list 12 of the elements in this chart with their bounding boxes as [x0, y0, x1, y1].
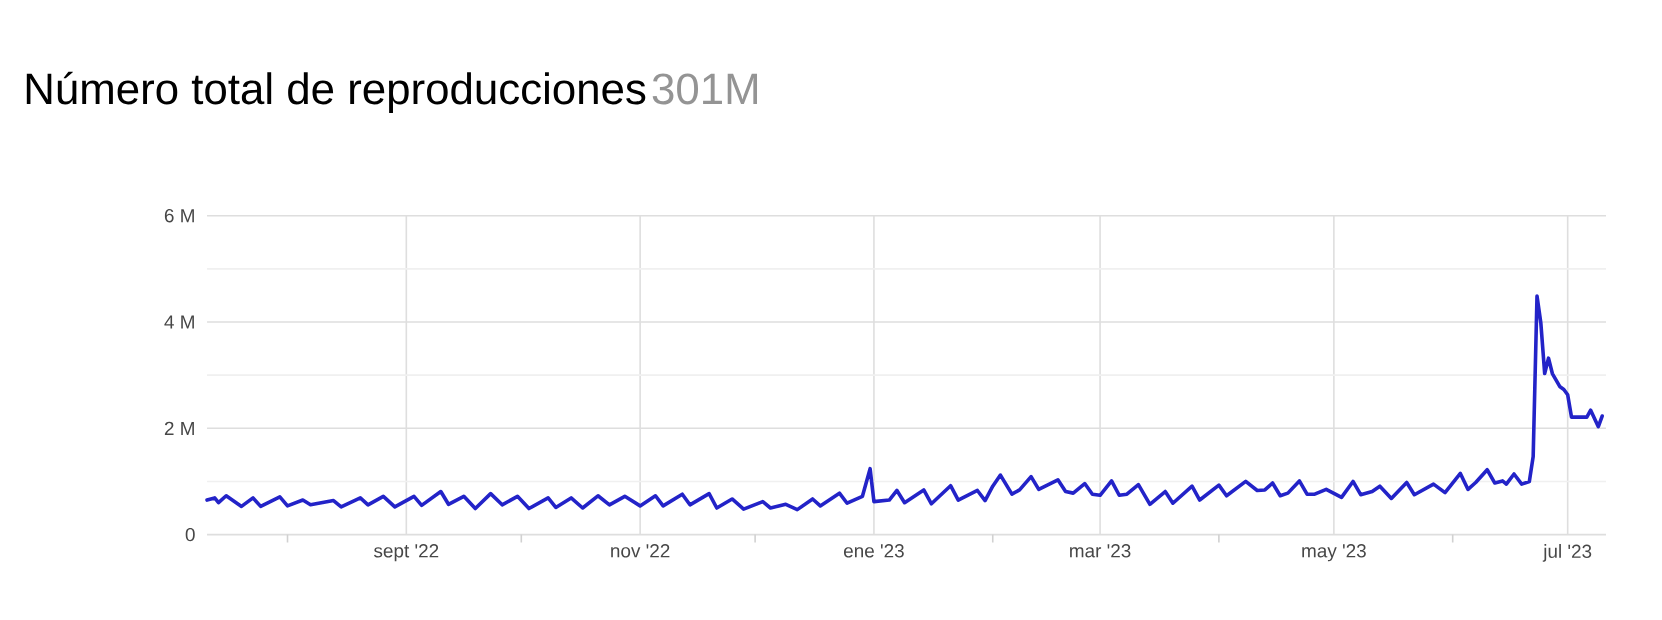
y-tick-label: 4 M	[164, 315, 194, 329]
y-tick-label: 2 M	[164, 421, 194, 435]
y-tick-label: 0	[185, 527, 195, 542]
chart-title: Número total de reproducciones	[26, 71, 646, 114]
y-tick-label: 6 M	[164, 208, 194, 223]
x-tick-label: sept '22	[374, 544, 439, 562]
x-tick-label: ene '23	[843, 544, 904, 558]
x-tick-label: jul '23	[1542, 544, 1592, 562]
chart-subtitle: 301M	[652, 73, 758, 105]
x-tick-label: mar '23	[1070, 544, 1131, 558]
x-tick-label: nov '22	[611, 544, 670, 558]
x-tick-label: may '23	[1302, 544, 1366, 562]
